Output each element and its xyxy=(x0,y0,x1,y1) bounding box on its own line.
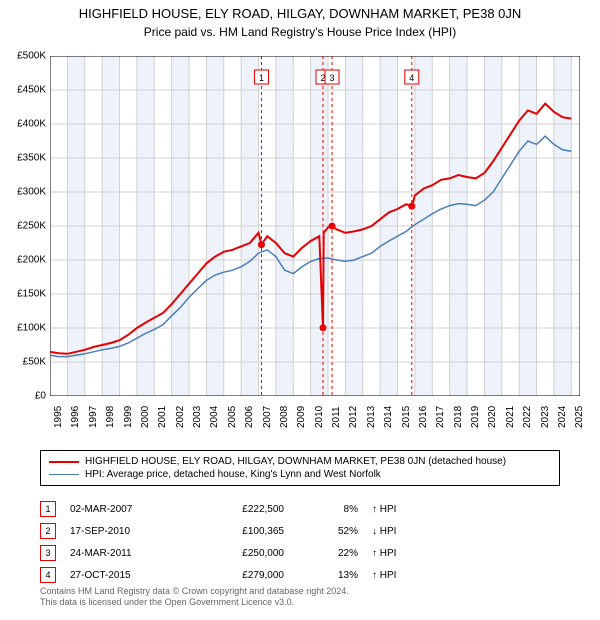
transaction-direction: ↑ HPI xyxy=(372,548,412,559)
transaction-row: 2 17-SEP-2010 £100,365 52% ↓ HPI xyxy=(40,520,560,542)
x-tick-label: 2011 xyxy=(331,406,342,428)
x-tick-label: 2013 xyxy=(366,406,377,428)
transaction-row: 4 27-OCT-2015 £279,000 13% ↑ HPI xyxy=(40,564,560,586)
transaction-direction: ↑ HPI xyxy=(372,570,412,581)
y-axis-labels: £0£50K£100K£150K£200K£250K£300K£350K£400… xyxy=(0,56,48,396)
x-tick-label: 1995 xyxy=(53,406,64,428)
transaction-pct: 52% xyxy=(298,526,358,537)
x-tick-label: 2009 xyxy=(296,406,307,428)
transaction-row: 3 24-MAR-2011 £250,000 22% ↑ HPI xyxy=(40,542,560,564)
y-tick-label: £450K xyxy=(17,85,46,96)
footer-attribution: Contains HM Land Registry data © Crown c… xyxy=(40,586,349,609)
transaction-pct: 8% xyxy=(298,504,358,515)
transaction-direction: ↑ HPI xyxy=(372,504,412,515)
chart-plot-area: 1234 xyxy=(50,56,580,396)
transaction-price: £222,500 xyxy=(194,504,284,515)
y-tick-label: £400K xyxy=(17,119,46,130)
transaction-date: 17-SEP-2010 xyxy=(70,526,180,537)
x-tick-label: 2019 xyxy=(470,406,481,428)
transaction-price: £100,365 xyxy=(194,526,284,537)
chart-title-line1: HIGHFIELD HOUSE, ELY ROAD, HILGAY, DOWNH… xyxy=(0,6,600,21)
transaction-marker: 4 xyxy=(40,567,56,583)
transaction-pct: 13% xyxy=(298,570,358,581)
transaction-date: 27-OCT-2015 xyxy=(70,570,180,581)
x-tick-label: 2004 xyxy=(209,406,220,428)
transaction-marker: 2 xyxy=(40,523,56,539)
legend-label-2: HPI: Average price, detached house, King… xyxy=(85,469,381,480)
svg-text:4: 4 xyxy=(409,73,414,83)
transaction-direction: ↓ HPI xyxy=(372,526,412,537)
x-tick-label: 2014 xyxy=(383,406,394,428)
transaction-pct: 22% xyxy=(298,548,358,559)
x-tick-label: 2001 xyxy=(157,406,168,428)
transaction-row: 1 02-MAR-2007 £222,500 8% ↑ HPI xyxy=(40,498,560,520)
x-tick-label: 2025 xyxy=(574,406,585,428)
y-tick-label: £0 xyxy=(35,391,46,402)
svg-text:3: 3 xyxy=(330,73,335,83)
x-tick-label: 2005 xyxy=(227,406,238,428)
x-tick-label: 2010 xyxy=(314,406,325,428)
legend-swatch-2 xyxy=(49,474,79,475)
x-tick-label: 1996 xyxy=(70,406,81,428)
y-tick-label: £200K xyxy=(17,255,46,266)
x-tick-label: 1998 xyxy=(105,406,116,428)
x-tick-label: 2018 xyxy=(453,406,464,428)
x-tick-label: 1999 xyxy=(123,406,134,428)
x-tick-label: 2023 xyxy=(540,406,551,428)
x-tick-label: 2020 xyxy=(487,406,498,428)
x-tick-label: 2012 xyxy=(348,406,359,428)
x-tick-label: 2006 xyxy=(244,406,255,428)
title-block: HIGHFIELD HOUSE, ELY ROAD, HILGAY, DOWNH… xyxy=(0,0,600,39)
y-tick-label: £150K xyxy=(17,289,46,300)
x-tick-label: 2016 xyxy=(418,406,429,428)
y-tick-label: £500K xyxy=(17,51,46,62)
transactions-table: 1 02-MAR-2007 £222,500 8% ↑ HPI 2 17-SEP-2010 £… xyxy=(40,498,560,586)
transaction-date: 24-MAR-2011 xyxy=(70,548,180,559)
transaction-marker: 1 xyxy=(40,501,56,517)
chart-svg: 1234 xyxy=(50,56,580,396)
footer-line-1: Contains HM Land Registry data © Crown c… xyxy=(40,586,349,597)
x-tick-label: 2022 xyxy=(522,406,533,428)
x-tick-label: 2024 xyxy=(557,406,568,428)
transaction-marker: 3 xyxy=(40,545,56,561)
y-tick-label: £300K xyxy=(17,187,46,198)
x-axis-labels: 1995 1996 1997 1998 1999 2000 2001 2002 2003 2004… xyxy=(50,398,580,448)
x-tick-label: 1997 xyxy=(88,406,99,428)
legend: HIGHFIELD HOUSE, ELY ROAD, HILGAY, DOWNH… xyxy=(40,450,560,486)
transaction-price: £250,000 xyxy=(194,548,284,559)
chart-title-line2: Price paid vs. HM Land Registry's House … xyxy=(0,25,600,39)
x-tick-label: 2015 xyxy=(401,406,412,428)
legend-swatch-1 xyxy=(49,461,79,463)
legend-row-series-2: HPI: Average price, detached house, King… xyxy=(49,468,551,481)
x-tick-label: 2007 xyxy=(262,406,273,428)
y-tick-label: £100K xyxy=(17,323,46,334)
x-tick-label: 2021 xyxy=(505,406,516,428)
x-tick-label: 2002 xyxy=(175,406,186,428)
x-tick-label: 2008 xyxy=(279,406,290,428)
y-tick-label: £250K xyxy=(17,221,46,232)
x-tick-label: 2000 xyxy=(140,406,151,428)
x-tick-label: 2017 xyxy=(435,406,446,428)
transaction-price: £279,000 xyxy=(194,570,284,581)
y-tick-label: £50K xyxy=(23,357,46,368)
chart-container: HIGHFIELD HOUSE, ELY ROAD, HILGAY, DOWNH… xyxy=(0,0,600,620)
x-tick-label: 2003 xyxy=(192,406,203,428)
legend-row-series-1: HIGHFIELD HOUSE, ELY ROAD, HILGAY, DOWNH… xyxy=(49,455,551,468)
footer-line-2: This data is licensed under the Open Gov… xyxy=(40,597,349,608)
legend-label-1: HIGHFIELD HOUSE, ELY ROAD, HILGAY, DOWNH… xyxy=(85,456,506,467)
y-tick-label: £350K xyxy=(17,153,46,164)
transaction-date: 02-MAR-2007 xyxy=(70,504,180,515)
svg-text:1: 1 xyxy=(259,73,264,83)
